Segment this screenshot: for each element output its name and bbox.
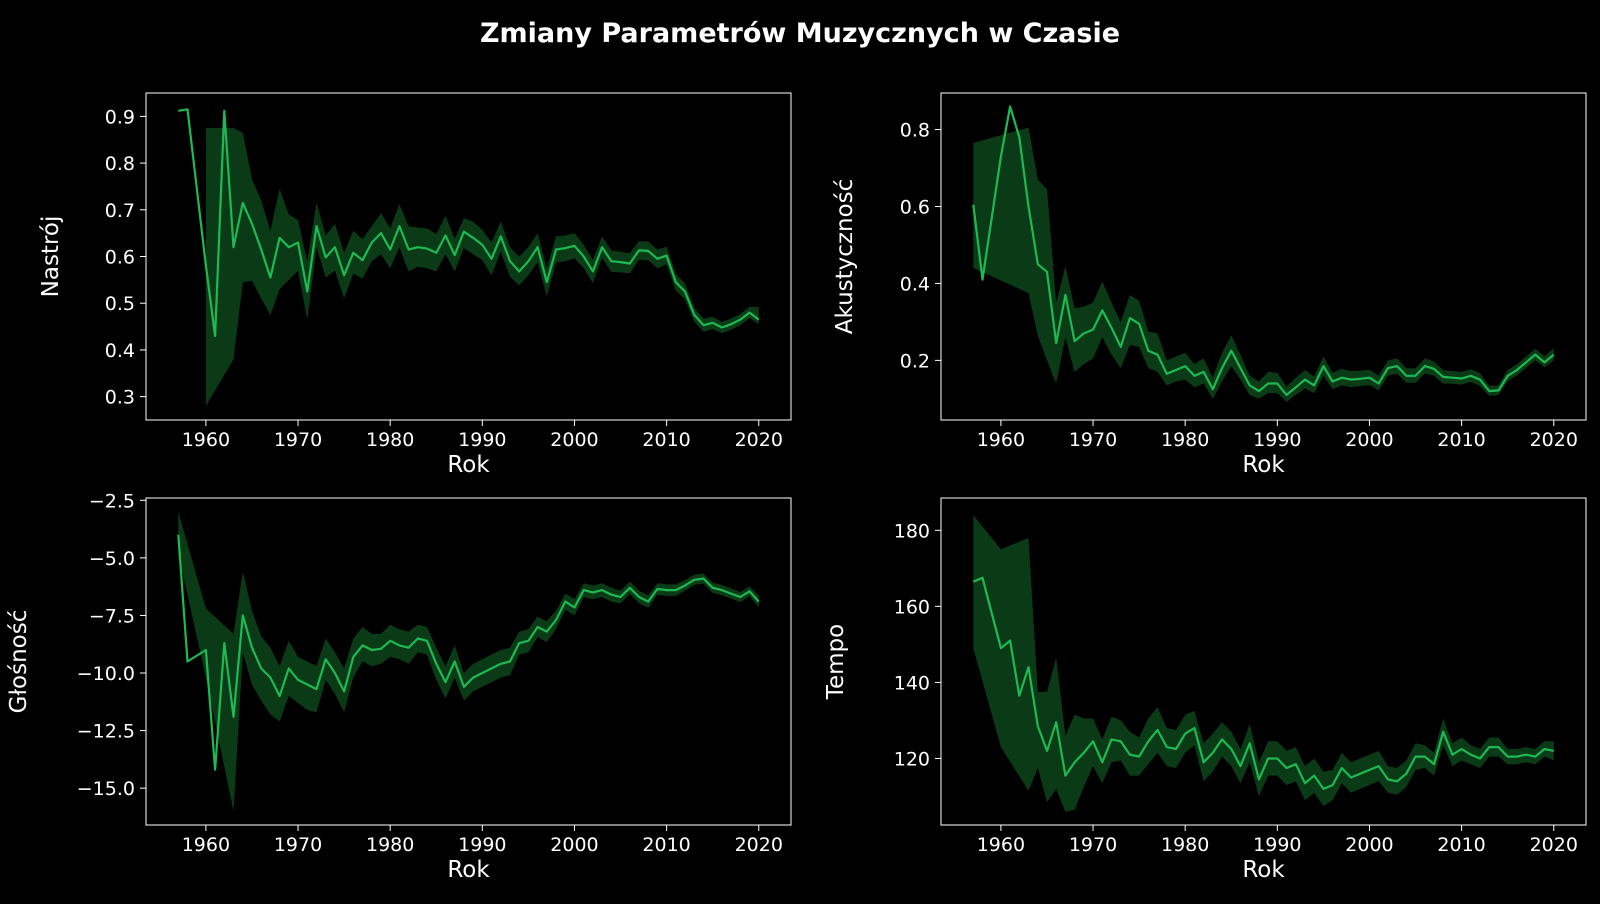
- mood-xtick-label: 1980: [366, 429, 414, 451]
- acousticness-confidence-band: [973, 127, 1554, 402]
- loudness-ytick-label: −2.5: [89, 490, 135, 512]
- acousticness-xtick-label: 2010: [1437, 429, 1485, 451]
- tempo-ytick-label: 140: [894, 672, 930, 694]
- loudness-confidence-band: [178, 511, 759, 812]
- mood-ytick-label: 0.6: [105, 247, 135, 269]
- loudness-ytick-label: −7.5: [89, 605, 135, 627]
- mood-ytick-label: 0.8: [105, 153, 135, 175]
- acousticness-xtick-label: 1990: [1253, 429, 1301, 451]
- mood-xtick-label: 2000: [550, 429, 598, 451]
- loudness-ytick-label: −5.0: [89, 548, 135, 570]
- tempo-xtick-label: 1960: [977, 834, 1025, 856]
- tempo-xtick-label: 2010: [1437, 834, 1485, 856]
- mood-xtick-label: 1970: [274, 429, 322, 451]
- acousticness-xtick-label: 2020: [1530, 429, 1578, 451]
- mood-ytick-label: 0.3: [105, 387, 135, 409]
- loudness-series-line: [177, 534, 760, 771]
- acousticness-xtick-label: 1970: [1069, 429, 1117, 451]
- tempo-xtick-label: 1980: [1161, 834, 1209, 856]
- loudness-ylabel: Głośność: [6, 610, 32, 714]
- acousticness-plot-frame: [940, 92, 1587, 421]
- loudness-xtick-label: 2000: [550, 834, 598, 856]
- mood-xlabel: Rok: [447, 452, 490, 478]
- loudness-xtick-label: 2020: [735, 834, 783, 856]
- mood-xtick-label: 2020: [735, 429, 783, 451]
- mood-confidence-band: [205, 128, 759, 406]
- loudness-xlabel: Rok: [447, 857, 490, 883]
- mood-ylabel: Nastrój: [38, 216, 64, 298]
- subplot-acousticness: 1960 1970 1980 1990 2000 2010 2020 0.2 0.4 0.6 0.8…: [832, 92, 1587, 478]
- acousticness-ytick-label: 0.6: [900, 196, 930, 218]
- loudness-xtick-label: 1980: [366, 834, 414, 856]
- mood-xtick-label: 1960: [182, 429, 230, 451]
- mood-xtick-label: 1990: [458, 429, 506, 451]
- loudness-xtick-label: 2010: [642, 834, 690, 856]
- tempo-xtick-label: 1990: [1253, 834, 1301, 856]
- tempo-plot-frame: [940, 497, 1587, 826]
- acousticness-xtick-label: 2000: [1345, 429, 1393, 451]
- mood-ytick-label: 0.9: [105, 106, 135, 128]
- tempo-ylabel: Tempo: [823, 624, 849, 700]
- tempo-xlabel: Rok: [1242, 857, 1285, 883]
- acousticness-ytick-label: 0.4: [900, 273, 930, 295]
- figure-title: Zmiany Parametrów Muzycznych w Czasie: [480, 18, 1120, 49]
- loudness-ytick-label: −15.0: [77, 778, 135, 800]
- tempo-xtick-label: 2000: [1345, 834, 1393, 856]
- acousticness-ytick-label: 0.2: [900, 350, 930, 372]
- loudness-ytick-label: −10.0: [77, 663, 135, 685]
- subplot-loudness: 1960 1970 1980 1990 2000 2010 2020 −15.0 −12.5 −1…: [6, 490, 792, 883]
- tempo-xtick-label: 1970: [1069, 834, 1117, 856]
- loudness-ytick-label: −12.5: [77, 721, 135, 743]
- tempo-ytick-label: 180: [894, 520, 930, 542]
- mood-series-line: [178, 108, 760, 337]
- tempo-series-line: [972, 576, 1555, 791]
- mood-ytick-label: 0.7: [105, 200, 135, 222]
- loudness-xtick-label: 1960: [182, 834, 230, 856]
- tempo-ytick-label: 160: [894, 596, 930, 618]
- acousticness-ytick-label: 0.8: [900, 120, 930, 142]
- acousticness-xlabel: Rok: [1242, 452, 1285, 478]
- acousticness-xtick-label: 1980: [1161, 429, 1209, 451]
- acousticness-ylabel: Akustyczność: [832, 179, 858, 335]
- mood-ytick-label: 0.5: [105, 293, 135, 315]
- loudness-xtick-label: 1970: [274, 834, 322, 856]
- acousticness-xtick-label: 1960: [977, 429, 1025, 451]
- acousticness-series-line: [972, 105, 1555, 397]
- mood-ytick-label: 0.4: [105, 340, 135, 362]
- subplot-tempo: 1960 1970 1980 1990 2000 2010 2020 120 140 160 180…: [823, 497, 1587, 883]
- tempo-ytick-label: 120: [894, 748, 930, 770]
- loudness-xtick-label: 1990: [458, 834, 506, 856]
- mood-xtick-label: 2010: [642, 429, 690, 451]
- subplot-mood: 1960 1970 1980 1990 2000 2010 2020 0.3 0.4 0.5 0.6…: [38, 92, 792, 478]
- loudness-plot-frame: [145, 497, 792, 826]
- tempo-confidence-band: [973, 515, 1554, 812]
- tempo-xtick-label: 2020: [1530, 834, 1578, 856]
